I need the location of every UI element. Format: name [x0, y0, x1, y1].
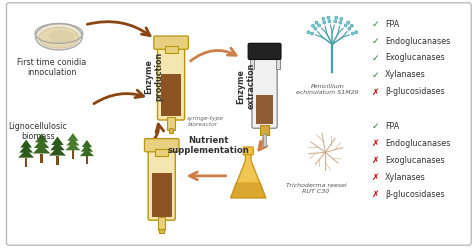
Bar — [86, 156, 88, 164]
Bar — [276, 56, 280, 69]
Polygon shape — [19, 145, 33, 153]
FancyBboxPatch shape — [154, 36, 188, 49]
Circle shape — [322, 17, 325, 20]
Text: ✓: ✓ — [372, 70, 380, 79]
Circle shape — [310, 32, 313, 35]
Text: ✗: ✗ — [372, 88, 380, 96]
Circle shape — [311, 24, 314, 27]
Polygon shape — [20, 140, 32, 148]
Polygon shape — [34, 139, 49, 148]
Circle shape — [327, 16, 330, 19]
Text: ✓: ✓ — [372, 54, 380, 62]
Text: FPA: FPA — [385, 122, 400, 131]
Polygon shape — [18, 150, 34, 158]
Polygon shape — [33, 145, 50, 154]
Polygon shape — [230, 182, 266, 198]
Text: β-glucosidases: β-glucosidases — [385, 88, 445, 96]
Circle shape — [351, 32, 354, 35]
Text: syringe-type
bioreactor: syringe-type bioreactor — [187, 116, 224, 127]
Circle shape — [340, 17, 343, 20]
Text: FPA: FPA — [385, 20, 400, 29]
Bar — [260, 125, 269, 135]
Bar — [158, 217, 165, 230]
Circle shape — [334, 20, 337, 23]
FancyBboxPatch shape — [148, 146, 175, 220]
Text: ✗: ✗ — [372, 190, 380, 199]
Circle shape — [318, 24, 320, 27]
Circle shape — [315, 21, 318, 24]
FancyBboxPatch shape — [243, 147, 254, 155]
Polygon shape — [67, 133, 79, 141]
Bar — [169, 128, 173, 133]
Text: Xylanases: Xylanases — [385, 173, 426, 182]
Polygon shape — [230, 153, 266, 198]
Text: Exoglucanases: Exoglucanases — [385, 54, 445, 62]
Polygon shape — [50, 142, 65, 150]
Circle shape — [347, 21, 350, 24]
Polygon shape — [51, 137, 64, 145]
FancyBboxPatch shape — [157, 43, 185, 120]
Ellipse shape — [39, 27, 79, 48]
Ellipse shape — [36, 24, 82, 50]
Bar — [72, 150, 74, 159]
Polygon shape — [65, 143, 81, 150]
Bar — [161, 74, 181, 117]
Text: Trichoderma reesei
RUT C30: Trichoderma reesei RUT C30 — [286, 183, 346, 194]
Text: Penicillium
echinulatum S1M29: Penicillium echinulatum S1M29 — [296, 84, 359, 95]
Text: ✓: ✓ — [372, 20, 380, 29]
Bar — [25, 158, 27, 167]
Text: ✗: ✗ — [372, 139, 380, 148]
FancyBboxPatch shape — [252, 54, 277, 128]
Bar — [167, 117, 175, 130]
Circle shape — [348, 27, 351, 30]
Polygon shape — [80, 149, 94, 156]
Circle shape — [344, 24, 347, 27]
FancyBboxPatch shape — [7, 3, 471, 245]
Circle shape — [355, 31, 358, 34]
Circle shape — [323, 21, 326, 24]
Text: Exoglucanases: Exoglucanases — [385, 156, 445, 165]
Bar — [250, 56, 254, 69]
Text: Nutrient
supplementation: Nutrient supplementation — [167, 136, 249, 155]
Text: Xylanases: Xylanases — [385, 70, 426, 79]
FancyBboxPatch shape — [145, 139, 179, 152]
Bar — [255, 95, 273, 124]
Text: ✓: ✓ — [372, 122, 380, 131]
Polygon shape — [35, 133, 48, 142]
Text: Lignocellulosic
biomass: Lignocellulosic biomass — [9, 122, 67, 141]
Circle shape — [339, 21, 342, 24]
Text: Enzyme
production: Enzyme production — [144, 52, 164, 101]
Text: ✗: ✗ — [372, 156, 380, 165]
Bar — [40, 154, 43, 163]
Bar — [155, 149, 168, 156]
Ellipse shape — [48, 30, 74, 43]
Text: ✓: ✓ — [372, 36, 380, 45]
Polygon shape — [49, 147, 66, 155]
Bar — [263, 134, 266, 146]
FancyBboxPatch shape — [248, 43, 281, 59]
Bar — [152, 173, 172, 217]
Circle shape — [350, 24, 353, 27]
Text: Endoglucanases: Endoglucanases — [385, 139, 450, 148]
Text: Endoglucanases: Endoglucanases — [385, 36, 450, 45]
Circle shape — [335, 16, 338, 19]
Circle shape — [328, 20, 331, 23]
Circle shape — [314, 27, 317, 30]
Text: First time conidia
innoculation: First time conidia innoculation — [17, 58, 86, 77]
Bar — [56, 155, 59, 165]
Polygon shape — [81, 144, 93, 152]
Bar — [159, 229, 164, 233]
Bar — [164, 46, 177, 54]
Circle shape — [307, 31, 310, 34]
Polygon shape — [66, 138, 80, 146]
Text: β-glucosidases: β-glucosidases — [385, 190, 445, 199]
Text: ✗: ✗ — [372, 173, 380, 182]
Text: Enzyme
extraction: Enzyme extraction — [236, 63, 255, 109]
Polygon shape — [82, 140, 92, 147]
